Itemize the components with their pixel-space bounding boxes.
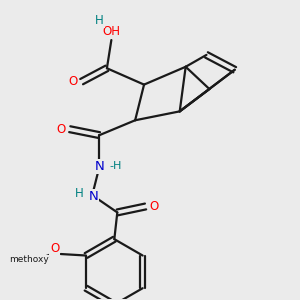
Text: O: O [50,242,59,255]
Text: methoxy: methoxy [9,256,49,265]
Text: -H: -H [110,161,122,171]
Text: H: H [95,14,104,27]
Text: O: O [69,75,78,88]
Text: N: N [94,160,104,173]
Text: O: O [149,200,158,213]
Text: O: O [57,123,66,136]
Text: OH: OH [102,25,120,38]
Text: H: H [75,187,84,200]
Text: N: N [89,190,98,202]
